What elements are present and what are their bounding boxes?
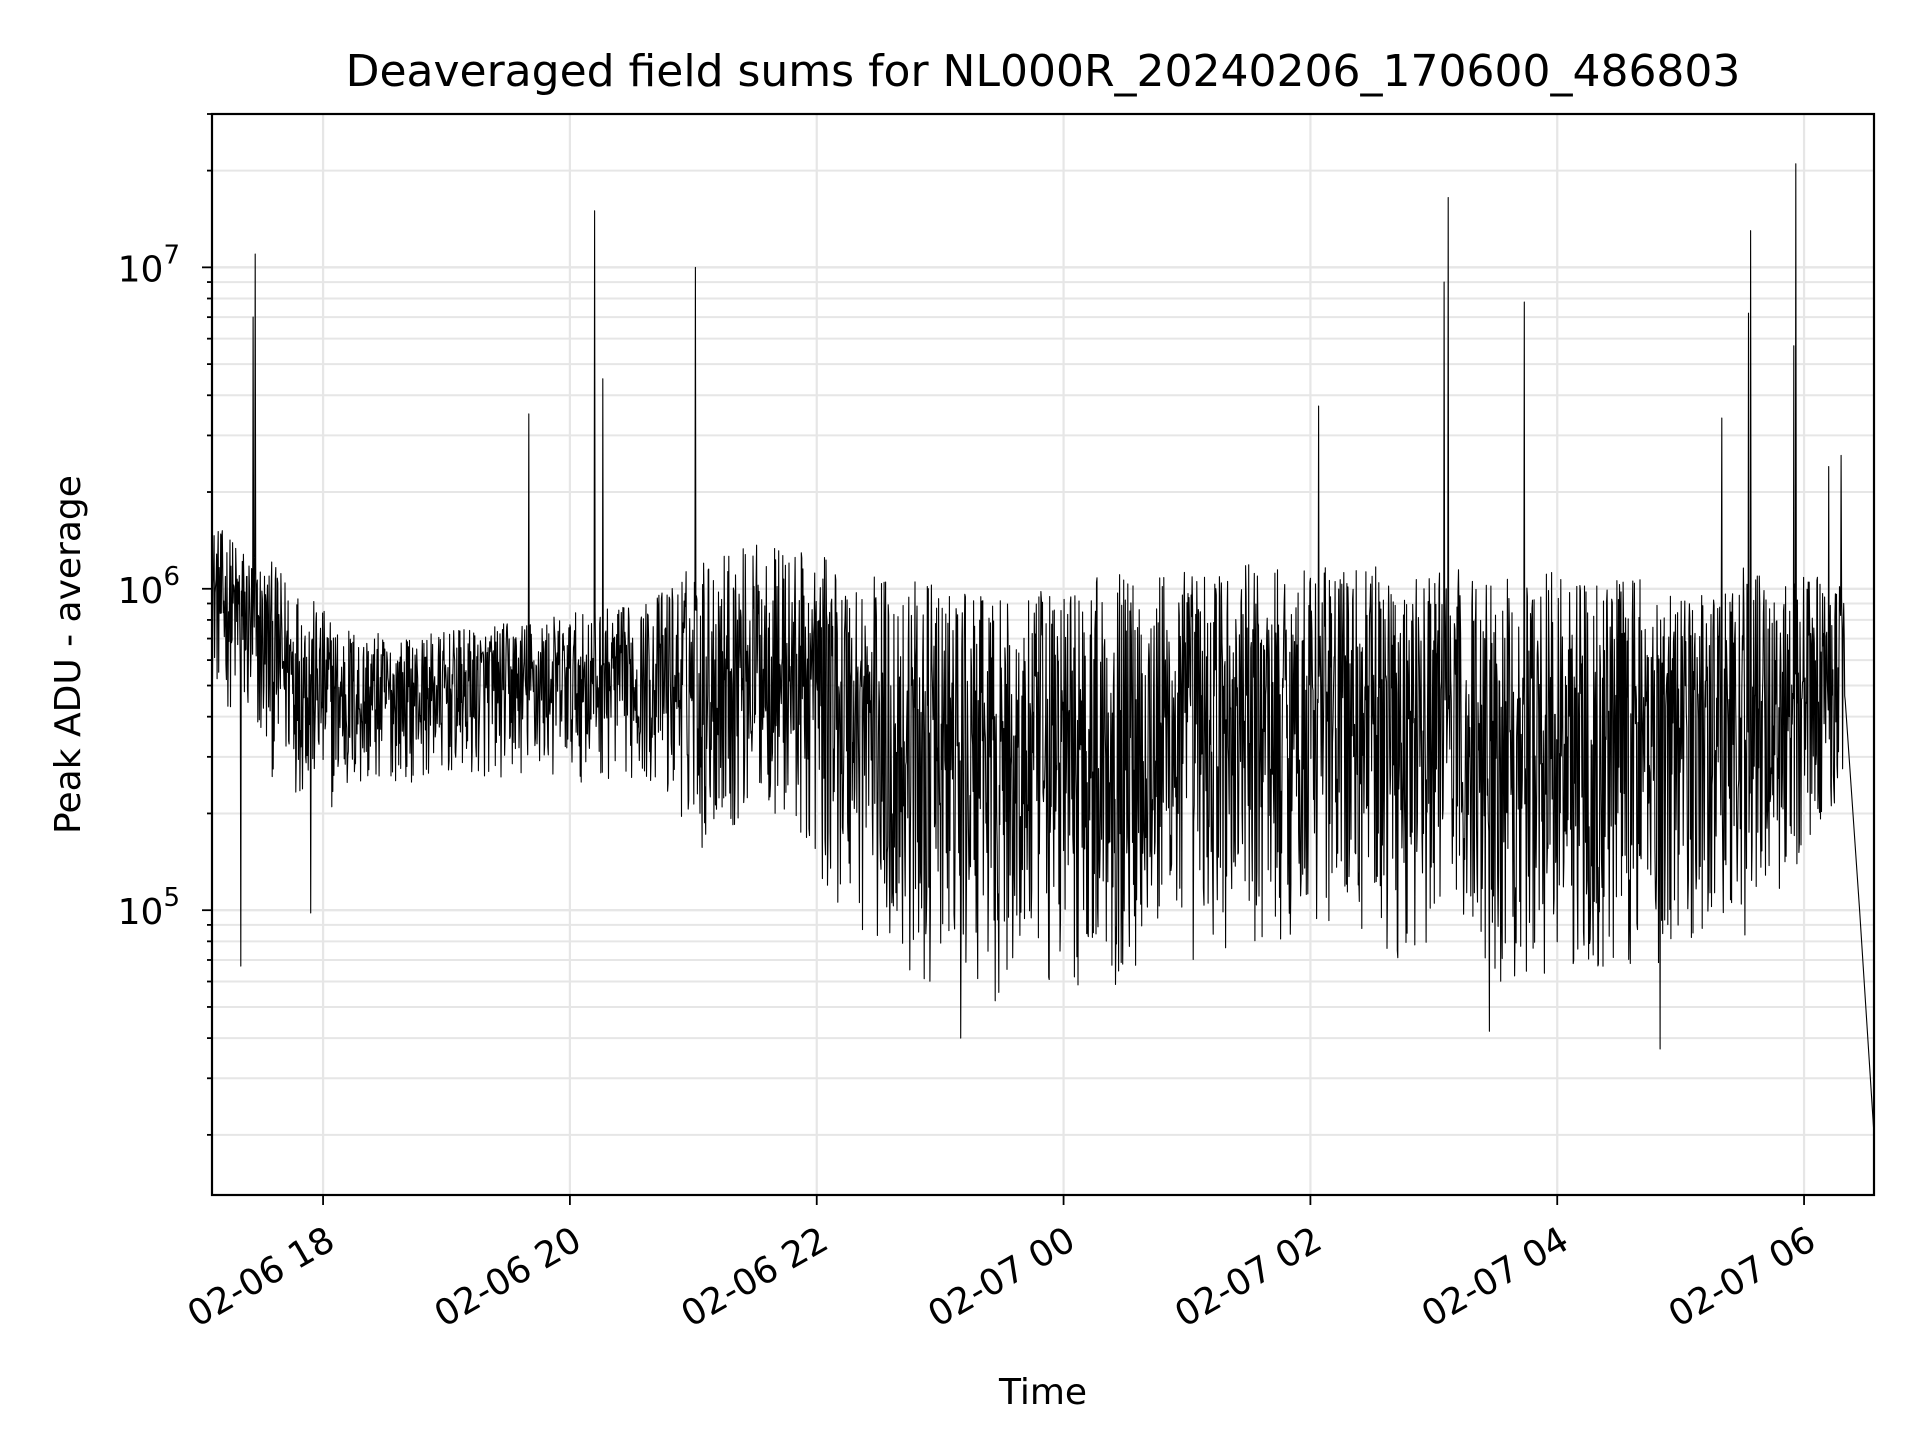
- y-tick-label: 106: [118, 562, 180, 612]
- y-axis-label: Peak ADU - average: [48, 475, 89, 834]
- y-tick-base: 10: [118, 249, 164, 290]
- y-tick-exponent: 5: [163, 883, 180, 913]
- chart-title: Deaveraged field sums for NL000R_2024020…: [346, 46, 1741, 97]
- y-tick-exponent: 6: [163, 562, 180, 592]
- series-line: [212, 163, 1874, 1135]
- y-tick-label: 107: [118, 240, 180, 290]
- x-axis-label: Time: [998, 1372, 1087, 1413]
- plot-frame: [210, 112, 1876, 1197]
- y-tick-label: 105: [118, 883, 180, 933]
- series-path: [212, 163, 1874, 1135]
- y-tick-exponent: 7: [163, 240, 180, 270]
- y-tick-base: 10: [118, 571, 164, 612]
- y-tick-base: 10: [118, 892, 164, 933]
